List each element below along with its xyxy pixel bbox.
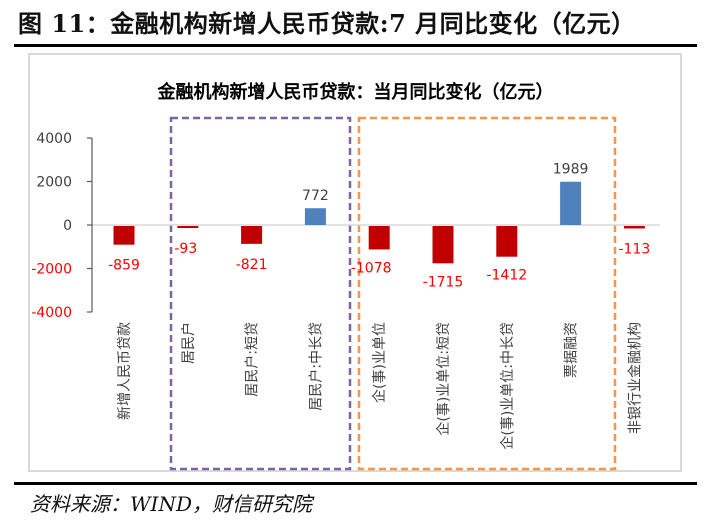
category-label-6: 企(事)业单位:中长贷 (499, 322, 516, 450)
top-rule (14, 44, 697, 47)
y-axis: 4000 2000 0 -2000 -4000 (31, 131, 93, 321)
y-tick-label: -2000 (31, 262, 72, 278)
category-label-0: 新增人民币贷款 (117, 322, 133, 420)
category-label-1: 居民户 (180, 322, 197, 364)
bar-3 (304, 208, 326, 225)
category-labels: 新增人民币贷款 居民户 居民户:短贷 居民户:中长贷 企(事)业单位 企(事)业单位:短贷… (117, 322, 643, 450)
data-label-3: 772 (302, 188, 329, 204)
chart-frame (28, 53, 682, 472)
figure-title: 图 11：金融机构新增人民币贷款:7 月同比变化（亿元） (18, 9, 636, 38)
data-label-4: -1078 (351, 260, 392, 276)
household-group-box (169, 116, 352, 471)
bar-2 (241, 226, 263, 244)
bars (113, 181, 645, 264)
category-label-7: 票据融资 (564, 322, 580, 378)
data-label-0: -859 (108, 258, 140, 274)
bar-8 (623, 226, 645, 229)
category-label-3: 居民户:中长贷 (307, 322, 324, 411)
bar-0 (113, 226, 135, 245)
group-boxes (169, 116, 617, 471)
bar-7 (560, 181, 582, 225)
category-label-4: 企(事)业单位 (371, 322, 388, 403)
category-label-8: 非银行业金融机构 (627, 322, 643, 434)
y-tick-label: 0 (63, 218, 72, 234)
data-labels: -859 -93 -821 772 -1078 -1715 -1412 1989 -113 (108, 162, 650, 291)
y-tick-label: 2000 (36, 175, 72, 191)
data-label-5: -1715 (423, 274, 464, 290)
data-label-7: 1989 (553, 162, 589, 178)
bottom-rule (14, 482, 697, 485)
bar-6 (496, 226, 518, 257)
y-tick-label: -4000 (31, 305, 72, 321)
data-label-6: -1412 (486, 268, 527, 284)
data-label-1: -93 (174, 241, 197, 257)
chart-title: 金融机构新增人民币贷款：当月同比变化（亿元） (157, 82, 554, 103)
category-label-2: 居民户:短贷 (244, 322, 261, 397)
bar-4 (368, 226, 390, 250)
source-note: 资料来源：WIND，财信研究院 (30, 492, 312, 516)
data-label-2: -821 (236, 257, 268, 273)
bar-1 (177, 226, 199, 229)
category-label-5: 企(事)业单位:短贷 (435, 322, 452, 436)
bar-5 (432, 226, 454, 264)
y-tick-label: 4000 (36, 131, 72, 147)
data-label-8: -113 (619, 241, 651, 257)
enterprise-group-box (357, 116, 617, 471)
